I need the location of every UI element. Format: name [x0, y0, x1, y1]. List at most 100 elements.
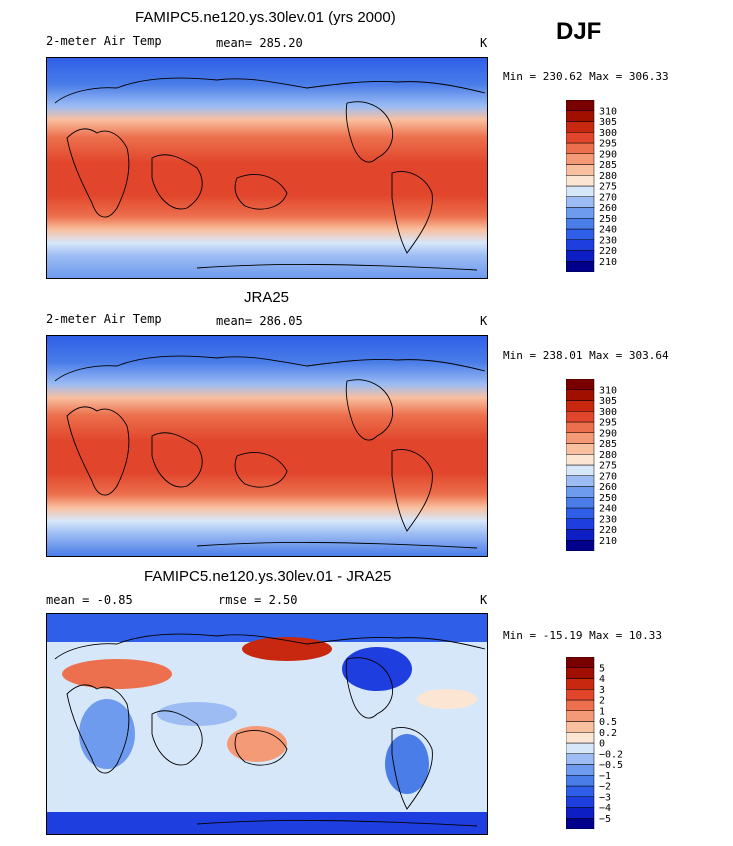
- colorbar-bin: [566, 110, 595, 122]
- colorbar-bin: [566, 678, 595, 690]
- colorbar-bin: [566, 421, 595, 433]
- panel-2-field: [47, 336, 487, 556]
- colorbar-tick-label: 310: [599, 106, 617, 117]
- panel-1-mean-value: 285.20: [259, 36, 303, 50]
- panel-3-rmse-value: 2.50: [268, 593, 298, 607]
- colorbar-tick-label: −0.5: [599, 760, 623, 771]
- panel-3-minmax: Min = -15.19 Max = 10.33: [503, 629, 662, 642]
- panel-3-min-value: -15.19: [542, 629, 583, 642]
- colorbar-bin: [566, 443, 595, 455]
- colorbar-tick-label: 220: [599, 246, 617, 257]
- colorbar-bin: [566, 218, 595, 230]
- panel-3-max-value: 10.33: [628, 629, 662, 642]
- colorbar-tick-label: 285: [599, 439, 617, 450]
- panel-1-title: FAMIPC5.ne120.ys.30lev.01 (yrs 2000): [135, 9, 396, 26]
- colorbar-tick-label: 295: [599, 139, 617, 150]
- colorbar-tick-label: 260: [599, 482, 617, 493]
- colorbar-tick-label: 0: [599, 739, 605, 750]
- panel-3-map: [46, 613, 488, 835]
- panel-1-field: [47, 58, 487, 278]
- colorbar-bin: [566, 400, 595, 412]
- colorbar-bin: [566, 164, 595, 176]
- panel-3-max-label: Max =: [589, 629, 623, 642]
- colorbar-tick-label: 275: [599, 461, 617, 472]
- colorbar-bin: [566, 228, 595, 240]
- colorbar-tick-label: 290: [599, 428, 617, 439]
- colorbar-bin: [566, 764, 595, 776]
- panel-3-title: FAMIPC5.ne120.ys.30lev.01 - JRA25: [144, 568, 392, 585]
- colorbar-tick-label: 3: [599, 685, 605, 696]
- panel-1-min-label: Min =: [503, 70, 537, 83]
- panel-2-mean: mean= 286.05: [216, 314, 303, 328]
- panel-1-colorbar: 2102202302402502602702752802852902953003…: [566, 100, 617, 272]
- colorbar-bin: [566, 807, 595, 819]
- panel-2-max-value: 303.64: [628, 349, 669, 362]
- panel-3-rmse-label: rmse =: [218, 593, 262, 607]
- colorbar-tick-label: 220: [599, 525, 617, 536]
- colorbar-bin: [566, 411, 595, 423]
- panel-3-mean-label: mean =: [46, 593, 90, 607]
- colorbar-tick-label: 290: [599, 149, 617, 160]
- colorbar-bin: [566, 432, 595, 444]
- colorbar-tick-label: 230: [599, 514, 617, 525]
- panel-3-rmse: rmse = 2.50: [218, 593, 298, 607]
- colorbar-bin: [566, 699, 595, 711]
- panel-2-coastlines: [54, 355, 486, 549]
- colorbar-tick-label: 1: [599, 706, 605, 717]
- colorbar-tick-label: −3: [599, 792, 611, 803]
- colorbar-tick-label: −2: [599, 782, 611, 793]
- colorbar-bin: [566, 454, 595, 466]
- panel-1-max-label: Max =: [589, 70, 623, 83]
- panel-1-mean: mean= 285.20: [216, 36, 303, 50]
- panel-3-mean-value: -0.85: [96, 593, 133, 607]
- colorbar-bin: [566, 132, 595, 144]
- panel-3-mean: mean = -0.85: [46, 593, 133, 607]
- colorbar-tick-label: 305: [599, 396, 617, 407]
- colorbar-tick-label: 210: [599, 536, 617, 547]
- colorbar-tick-label: 2: [599, 696, 605, 707]
- colorbar-tick-label: 270: [599, 192, 617, 203]
- panel-3-units: K: [480, 593, 488, 607]
- colorbar-tick-label: 240: [599, 225, 617, 236]
- panel-1-units: K: [480, 36, 488, 50]
- colorbar-bin: [566, 518, 595, 530]
- panel-1-coastlines: [54, 77, 486, 271]
- panel-1-minmax: Min = 230.62 Max = 306.33: [503, 70, 669, 83]
- colorbar-bin: [566, 529, 595, 541]
- panel-2-mean-label: mean=: [216, 314, 253, 328]
- colorbar-bin: [566, 121, 595, 133]
- colorbar-bin: [566, 250, 595, 262]
- colorbar-tick-label: 250: [599, 493, 617, 504]
- panel-2-max-label: Max =: [589, 349, 623, 362]
- panel-2-map-svg: [47, 336, 487, 556]
- colorbar-tick-label: −5: [599, 814, 611, 825]
- colorbar-tick-label: 0.2: [599, 728, 617, 739]
- colorbar-bin: [566, 464, 595, 476]
- colorbar-bin: [566, 785, 595, 797]
- panel-2-title: JRA25: [244, 289, 290, 306]
- colorbar-tick-label: 0.5: [599, 717, 617, 728]
- colorbar-tick-label: 295: [599, 418, 617, 429]
- colorbar-bin: [566, 732, 595, 744]
- colorbar-bin: [566, 475, 595, 487]
- panel-2-min-value: 238.01: [542, 349, 583, 362]
- colorbar-bin: [566, 486, 595, 498]
- panel-2-units: K: [480, 314, 488, 328]
- colorbar-bin: [566, 818, 595, 829]
- colorbar-bin: [566, 753, 595, 765]
- panel-3-min-label: Min =: [503, 629, 537, 642]
- colorbar-tick-label: 240: [599, 504, 617, 515]
- colorbar-tick-label: 275: [599, 182, 617, 193]
- panel-1-min-value: 230.62: [542, 70, 583, 83]
- panel-1-mean-label: mean=: [216, 36, 253, 50]
- colorbar-bin: [566, 667, 595, 679]
- colorbar-bin: [566, 379, 595, 390]
- colorbar-bin: [566, 196, 595, 208]
- colorbar-tick-label: 5: [599, 663, 605, 674]
- colorbar-tick-label: −0.2: [599, 749, 623, 760]
- colorbar-bin: [566, 775, 595, 787]
- colorbar-bin: [566, 239, 595, 251]
- panel-3-map-svg: [47, 614, 487, 834]
- colorbar-bin: [566, 153, 595, 165]
- colorbar-tick-label: 270: [599, 471, 617, 482]
